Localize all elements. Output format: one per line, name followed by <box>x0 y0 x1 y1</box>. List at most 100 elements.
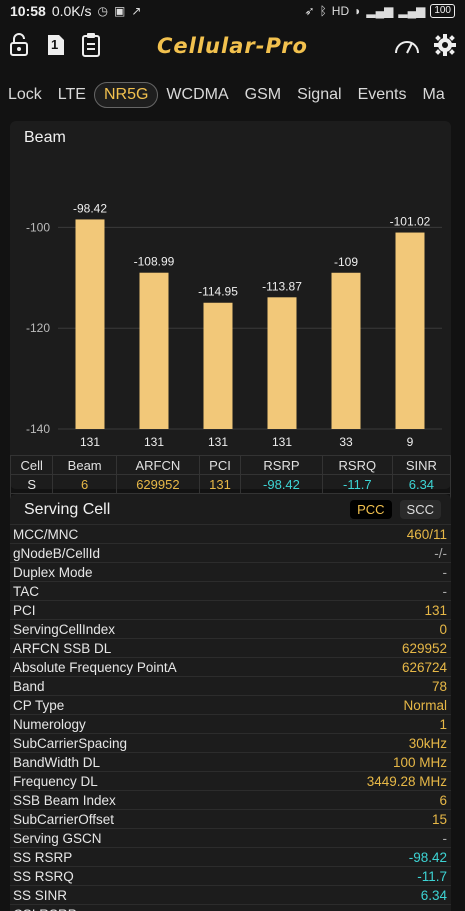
clipboard-icon[interactable] <box>80 32 102 63</box>
list-item: SubCarrierSpacing 30kHz <box>10 733 451 752</box>
table-row: S 6 629952 131 -98.42 -11.7 6.34 <box>9 474 452 494</box>
list-item: SS SINR 6.34 <box>10 885 451 904</box>
beam-table-header: ARFCN <box>115 455 200 475</box>
field-label: SS SINR <box>13 887 68 903</box>
list-item: TAC - <box>10 581 451 600</box>
x-tick-label: 9 <box>407 435 414 449</box>
field-value: 6.34 <box>420 887 447 903</box>
field-value: -/- <box>434 545 447 561</box>
x-tick-label: 33 <box>339 435 353 449</box>
tab-lte[interactable]: LTE <box>57 86 86 103</box>
field-value: - <box>442 564 448 580</box>
serving-cell-card: Serving Cell PCC SCC MCC/MNC 460/11 gNodeB… <box>10 494 451 911</box>
field-value: 626724 <box>401 659 447 675</box>
tab-gsm[interactable]: GSM <box>244 86 282 103</box>
table-cell: 6 <box>52 474 117 494</box>
field-label: SSB Beam Index <box>13 792 116 808</box>
x-tick-label: 131 <box>272 435 292 449</box>
field-value: 0 <box>439 621 447 637</box>
table-cell: -98.42 <box>240 474 323 494</box>
field-label: Frequency DL <box>13 773 98 789</box>
list-item: gNodeB/CellId -/- <box>10 543 451 562</box>
tab-events[interactable]: Events <box>357 86 407 103</box>
x-tick-label: 131 <box>208 435 228 449</box>
navigation-icon: ➶ <box>304 4 315 18</box>
beam-card: Beam -100 -120 -140 -98.42 131 -108.99 131 -114… <box>9 121 452 608</box>
list-item: Frequency DL 3449.28 MHz <box>10 771 451 790</box>
list-item: Band 78 <box>10 676 451 695</box>
field-label: CP Type <box>13 697 65 713</box>
beam-chart: -100 -120 -140 -98.42 131 -108.99 131 -114.95 13… <box>26 201 442 449</box>
tab-nr5g[interactable]: NR5G <box>93 82 159 108</box>
list-item: SS RSRQ -11.7 <box>10 866 451 885</box>
field-value: Normal <box>403 697 447 713</box>
tab-wcdma[interactable]: WCDMA <box>166 86 229 103</box>
lock-icon[interactable] <box>8 32 30 62</box>
chart-bar <box>331 272 361 429</box>
field-value: 3449.28 MHz <box>366 773 447 789</box>
scc-chip[interactable]: SCC <box>399 500 441 519</box>
gear-icon[interactable] <box>433 33 457 62</box>
field-label: PCI <box>13 602 36 618</box>
table-cell: 6.34 <box>391 474 452 494</box>
field-value: 30kHz <box>408 735 447 751</box>
signal-bars-icon: ▂▄▆ <box>366 4 394 18</box>
list-item: ServingCellIndex 0 <box>10 619 451 638</box>
field-label: ServingCellIndex <box>13 621 116 637</box>
status-speed: 0.0K/s <box>51 3 92 19</box>
status-time: 10:58 <box>10 3 46 19</box>
field-value: - <box>442 830 448 846</box>
field-label: Band <box>13 678 45 694</box>
list-item: Numerology 1 <box>10 714 451 733</box>
chart-bar <box>75 219 105 429</box>
data-label: -108.99 <box>134 255 175 269</box>
battery-icon: 100 <box>430 4 455 18</box>
list-item: CSI RSRP <box>10 904 451 911</box>
list-item: Duplex Mode - <box>10 562 451 581</box>
field-value: -98.42 <box>408 849 447 865</box>
list-item: PCI 131 <box>10 600 451 619</box>
chart-bar <box>395 232 425 429</box>
field-label: SubCarrierSpacing <box>13 735 128 751</box>
field-label: Serving GSCN <box>13 830 102 846</box>
field-value: 460/11 <box>406 526 447 542</box>
list-item: Absolute Frequency PointA 626724 <box>10 657 451 676</box>
field-label: Numerology <box>13 716 86 732</box>
field-value: 1 <box>439 716 447 732</box>
field-label: ARFCN SSB DL <box>13 640 112 656</box>
tab-signal[interactable]: Signal <box>297 86 342 103</box>
list-item: ARFCN SSB DL 629952 <box>10 638 451 657</box>
y-tick-label: -140 <box>26 422 50 436</box>
data-label: -113.87 <box>262 279 302 293</box>
y-tick-label: -100 <box>26 220 50 234</box>
list-item: Serving GSCN - <box>10 828 451 847</box>
field-label: Duplex Mode <box>13 564 93 580</box>
clock-icon: ◷ <box>97 4 108 18</box>
beam-table-header: RSRP <box>240 455 323 475</box>
chart-bar <box>139 272 169 429</box>
field-label: CSI RSRP <box>10 907 77 911</box>
pcc-chip[interactable]: PCC <box>350 500 392 519</box>
x-tick-label: 131 <box>80 435 100 449</box>
beam-table-header: Cell <box>9 455 54 475</box>
signal-bars-2-icon: ▂▄▆ <box>398 4 426 18</box>
table-cell: -11.7 <box>321 474 393 494</box>
signal-small-icon: ↗ <box>131 4 142 18</box>
data-label: -101.02 <box>390 215 431 229</box>
beam-table-header: RSRQ <box>321 455 393 475</box>
speedometer-icon[interactable] <box>393 33 421 62</box>
beam-title: Beam <box>24 129 66 146</box>
hd-icon: HD <box>331 4 350 18</box>
tab-lock[interactable]: Lock <box>8 86 42 103</box>
tab-ma[interactable]: Ma <box>422 86 445 103</box>
data-label: -98.42 <box>73 201 107 215</box>
field-label: SubCarrierOffset <box>13 811 115 827</box>
tab-bar: Lock LTE NR5G WCDMA GSM Signal Events Ma <box>0 78 465 112</box>
table-cell: 629952 <box>115 474 200 494</box>
data-label: -114.95 <box>198 285 238 299</box>
field-value: - <box>442 583 448 599</box>
sim-icon[interactable]: 1 <box>44 33 66 62</box>
beam-table-header: Beam <box>52 455 117 475</box>
field-value: -11.7 <box>417 868 447 884</box>
data-label: -109 <box>334 255 358 269</box>
